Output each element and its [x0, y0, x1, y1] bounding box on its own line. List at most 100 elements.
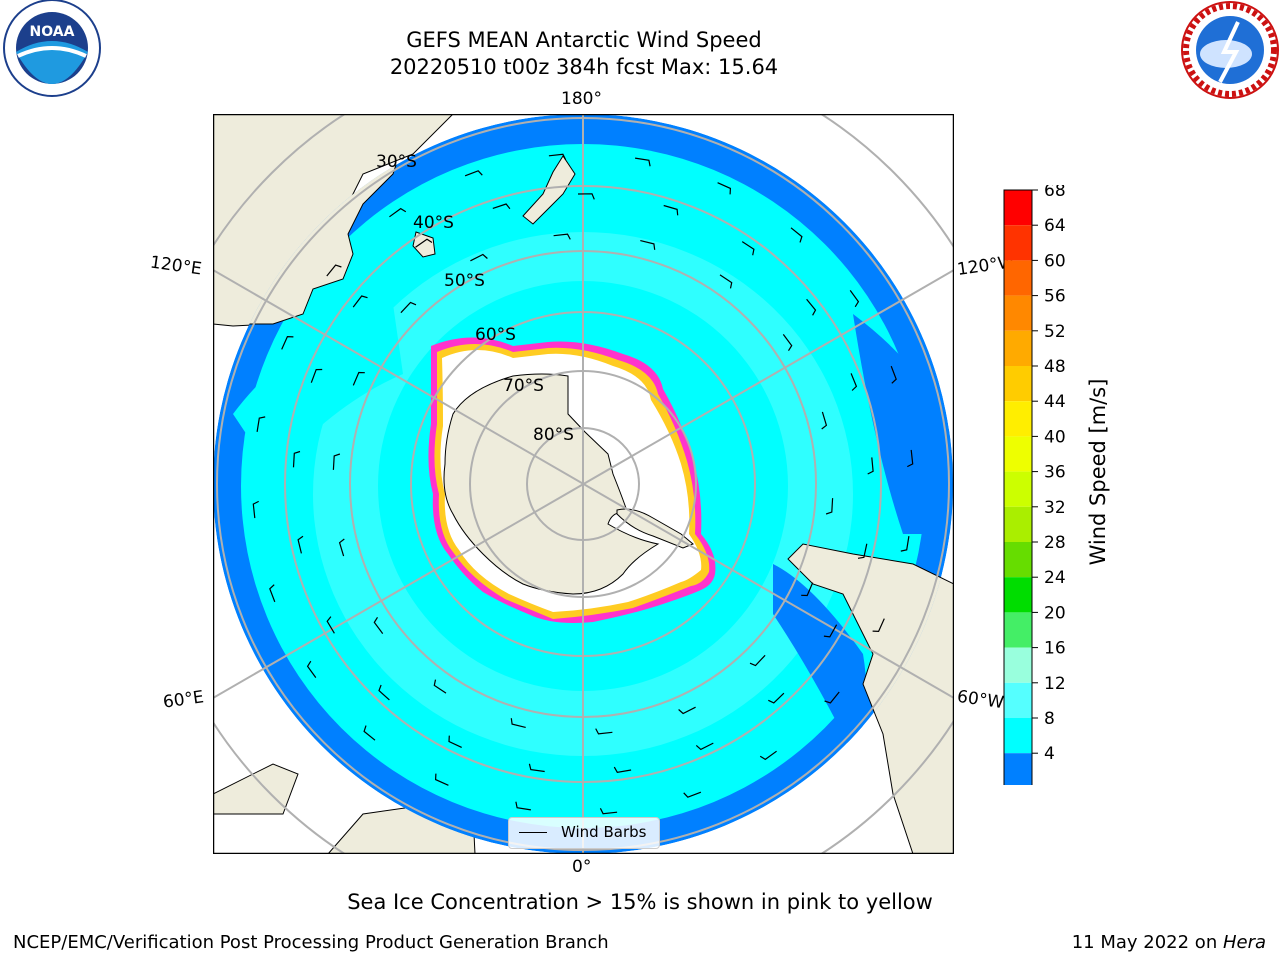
wind-barb: [352, 295, 368, 308]
wind-barb: [256, 416, 266, 432]
colorbar-tick-label: 44: [1044, 392, 1066, 412]
lat-label-50s: 50°S: [444, 271, 485, 291]
colorbar-segment: [1004, 471, 1032, 507]
lat-label-70s: 70°S: [503, 376, 544, 396]
wind-barb: [528, 763, 545, 773]
colorbar-segment: [1004, 366, 1032, 402]
lat-label-80s: 80°S: [533, 425, 574, 445]
colorbar-tick-label: 16: [1044, 639, 1066, 659]
wind-barb: [900, 536, 910, 552]
colorbar-segment: [1004, 506, 1032, 542]
tasmania-land: [412, 231, 436, 258]
wind-barb: [717, 182, 732, 195]
wind-barb: [635, 157, 651, 167]
colorbar-segment: [1004, 295, 1032, 331]
wind-barb: [867, 457, 874, 475]
wind-barb: [510, 718, 526, 728]
wind-barb: [640, 240, 656, 250]
colorbar-segment: [1004, 612, 1032, 648]
lat-label-40s: 40°S: [413, 213, 454, 233]
colorbar-tick-label: 20: [1044, 603, 1066, 623]
antarctic-peninsula: [616, 508, 694, 549]
colorbar-segment: [1004, 718, 1032, 754]
colorbar-tick-label: 8: [1044, 709, 1055, 729]
antarctica-land: [443, 373, 660, 595]
wind-barb: [306, 660, 317, 678]
colorbar-segment: [1004, 401, 1032, 437]
lon-label-180: 180°: [561, 89, 602, 109]
wind-barb: [782, 334, 793, 352]
wind-barb: [823, 624, 838, 638]
wind-barb: [433, 679, 447, 694]
wind-barbs: [252, 153, 914, 815]
wind-barb: [849, 290, 860, 308]
wind-barb: [749, 654, 766, 667]
colorbar-tick-label: 60: [1044, 251, 1066, 271]
legend-label: Wind Barbs: [561, 823, 647, 841]
wind-barb: [678, 706, 696, 715]
wind-barb: [872, 618, 885, 633]
colorbar-tick-label: 32: [1044, 498, 1066, 518]
wind-barb: [373, 616, 384, 634]
colorbar-tick-label: 48: [1044, 357, 1066, 377]
wind-barb: [515, 801, 531, 811]
noaa-logo: NOAA: [3, 0, 101, 97]
colorbar-tick-label: 24: [1044, 568, 1066, 588]
colorbar-tick-label: 12: [1044, 674, 1066, 694]
wind-barb: [269, 584, 276, 603]
colorbar-segment: [1004, 647, 1032, 683]
colorbar-tick-label: 40: [1044, 427, 1066, 447]
footer-branch: NCEP/EMC/Verification Post Processing Pr…: [13, 932, 609, 953]
africa-land: [213, 763, 299, 815]
wind-barb: [759, 750, 777, 761]
wind-barb: [850, 373, 858, 391]
wind-barb: [363, 725, 376, 741]
ocean-mid-patch: [233, 304, 403, 474]
colorbar-segment: [1004, 330, 1032, 366]
wind-barb: [492, 203, 511, 210]
wind-barb: [824, 691, 840, 704]
wind-barb: [338, 538, 345, 557]
ocean-low-patch-east: [853, 314, 953, 534]
wind-barb: [297, 535, 304, 554]
footer-date: 11 May 2022 on Hera: [1072, 932, 1266, 953]
footer-machine: Hera: [1222, 932, 1266, 953]
wind-barb: [790, 227, 803, 243]
wind-barb: [292, 450, 301, 468]
colorbar-tick-label: 36: [1044, 463, 1066, 483]
map-panel: [212, 113, 955, 855]
wind-barb: [389, 207, 407, 218]
wind-barb: [663, 204, 679, 216]
wind-barb: [806, 298, 817, 316]
wind-barb: [719, 274, 733, 289]
wind-barb: [825, 498, 834, 515]
map-legend: Wind Barbs: [508, 817, 660, 849]
chart-title: GEFS MEAN Antarctic Wind Speed: [406, 28, 762, 52]
ocean-low-patch-drake: [773, 564, 867, 754]
wind-barb: [434, 773, 449, 786]
wind-barb: [352, 371, 365, 386]
noaa-logo-text: NOAA: [30, 24, 75, 40]
colorbar-segment: [1004, 542, 1032, 578]
wind-barb: [326, 616, 335, 634]
wind-barb: [741, 241, 755, 256]
wind-barb: [801, 582, 814, 597]
wind-barb: [599, 808, 618, 815]
wind-barb: [548, 153, 567, 160]
wind-barb: [553, 233, 571, 240]
footer-date-text: 11 May 2022 on: [1071, 932, 1223, 953]
wind-barb: [613, 766, 632, 773]
wind-barb: [326, 264, 342, 277]
wind-barb: [595, 728, 613, 735]
wind-barb: [252, 500, 259, 519]
colorbar-tick-label: 56: [1044, 287, 1066, 307]
wind-barb: [415, 238, 433, 248]
graticule: [213, 114, 954, 854]
lat-label-30s: 30°S: [376, 152, 417, 172]
nws-logo: [1181, 1, 1279, 99]
colorbar-tick-label: 52: [1044, 322, 1066, 342]
wind-barb: [310, 368, 323, 383]
colorbar-segment: [1004, 260, 1032, 296]
wind-barb: [890, 365, 897, 384]
wind-barb: [857, 543, 868, 559]
